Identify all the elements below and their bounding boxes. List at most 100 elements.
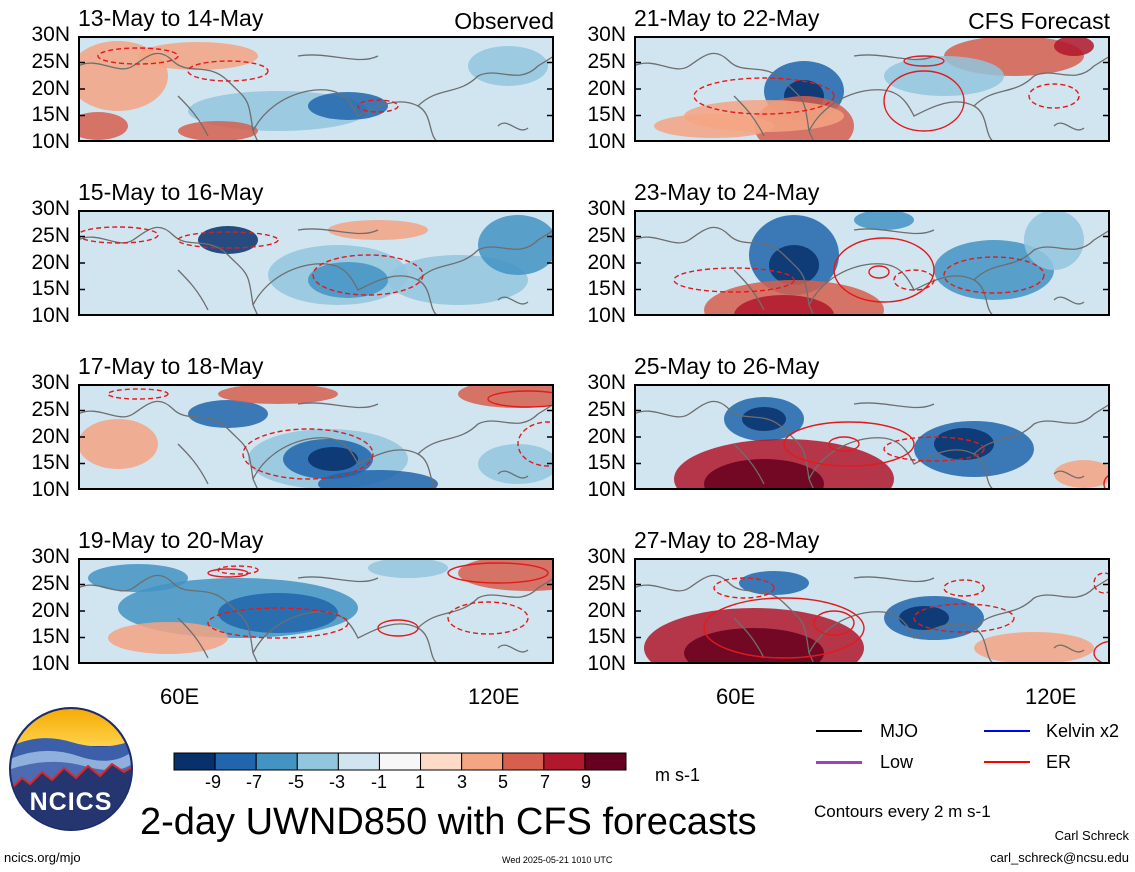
lat-label: 15N [587,451,626,474]
site-url: ncics.org/mjo [4,850,81,865]
lat-label: 10N [587,478,626,501]
colorbar-tick-label: 1 [414,772,425,792]
wind-map-panel [634,558,1110,664]
panel-title: 15-May to 16-May [78,179,264,205]
panel-title: 25-May to 26-May [634,353,820,379]
author-name: Carl Schreck [1054,828,1129,843]
lat-label: 10N [31,478,70,501]
lat-label: 25N [31,398,70,421]
lat-label: 15N [31,277,70,300]
lat-label: 25N [31,50,70,73]
lon-label: 60E [160,684,200,709]
lat-label: 10N [31,652,70,675]
colorbar-swatch [502,752,545,771]
panel-title: 17-May to 18-May [78,353,264,379]
lat-label: 20N [31,599,70,622]
colorbar-swatch [173,752,216,771]
lat-label: 10N [31,130,70,153]
lat-label: 10N [587,652,626,675]
lon-label: 60E [716,684,756,709]
colorbar [173,752,627,771]
colorbar-tick-label: 7 [539,772,550,792]
author-email: carl_schreck@ncsu.edu [990,850,1129,865]
lon-label: 120E [1025,684,1077,709]
panel-title: 23-May to 24-May [634,179,820,205]
lat-label: 25N [31,224,70,247]
wind-map-panel [78,36,554,142]
lat-label: 30N [31,371,70,394]
colorbar-tick-label: -5 [287,772,304,792]
lat-label: 15N [587,625,626,648]
lat-label: 25N [587,572,626,595]
colorbar-swatch [420,752,463,771]
lat-label: 20N [31,77,70,100]
panel-title: 13-May to 14-May [78,5,264,31]
legend-label-kelvin: Kelvin x2 [1046,721,1120,741]
colorbar-units: m s-1 [655,765,700,785]
lat-label: 30N [587,545,626,568]
mjo-line-swatch [816,730,862,732]
er-line-swatch [984,761,1030,763]
ncics-logo [9,707,133,831]
panel-title: 19-May to 20-May [78,527,264,553]
cfs-forecast-label: CFS Forecast [968,8,1110,34]
colorbar-swatch [255,752,298,771]
colorbar-tick-label: -3 [328,772,345,792]
colorbar-tick-label: -1 [370,772,387,792]
colorbar-tick-label: -7 [245,772,262,792]
lat-label: 15N [31,103,70,126]
panel-title: 27-May to 28-May [634,527,820,553]
kelvin-line-swatch [984,730,1030,732]
colorbar-labels: -9 -7 -5 -3 -1 1 3 5 7 9 [172,772,632,794]
contour-note: Contours every 2 m s-1 [814,802,991,821]
wind-map-panel [78,558,554,664]
wind-map-panel [78,384,554,490]
lat-label: 20N [587,599,626,622]
colorbar-tick-label: -9 [204,772,221,792]
colorbar-tick-label: 3 [456,772,467,792]
lat-label: 15N [587,277,626,300]
lat-label: 30N [31,23,70,46]
lat-label: 25N [587,398,626,421]
logo-text: NCICS [29,788,113,816]
colorbar-swatch [543,752,586,771]
lat-label: 30N [31,197,70,220]
main-title: 2-day UWND850 with CFS forecasts [140,801,757,843]
observed-label: Observed [454,8,554,34]
wind-map-panel [78,210,554,316]
wind-map-panel [634,210,1110,316]
lat-label: 20N [587,251,626,274]
colorbar-swatch [378,752,422,771]
lat-label: 25N [31,572,70,595]
colorbar-swatch [461,752,504,771]
lat-label: 10N [31,304,70,327]
colorbar-tick-label: 5 [497,772,508,792]
wind-map-panel [634,36,1110,142]
lat-label: 25N [587,50,626,73]
lat-label: 20N [31,425,70,448]
lat-label: 30N [587,197,626,220]
legend-label-er: ER [1046,752,1072,772]
legend-label-mjo: MJO [880,721,918,741]
lat-label: 20N [587,425,626,448]
lat-label: 20N [31,251,70,274]
lat-label: 15N [31,451,70,474]
legend-label-low: Low [880,752,914,772]
lon-label: 120E [468,684,520,709]
low-line-swatch [816,761,862,764]
colorbar-tick-label: 9 [580,772,591,792]
lat-label: 15N [31,625,70,648]
wind-map-panel [634,384,1110,490]
lat-label: 10N [587,304,626,327]
panel-title: 21-May to 22-May [634,5,820,31]
colorbar-swatch [337,752,380,771]
lat-label: 30N [31,545,70,568]
timestamp: Wed 2025-05-21 1010 UTC [502,855,613,865]
lat-label: 20N [587,77,626,100]
lat-label: 30N [587,371,626,394]
lat-label: 10N [587,130,626,153]
colorbar-swatch [584,752,627,771]
lat-label: 25N [587,224,626,247]
lat-label: 15N [587,103,626,126]
colorbar-swatch [214,752,257,771]
